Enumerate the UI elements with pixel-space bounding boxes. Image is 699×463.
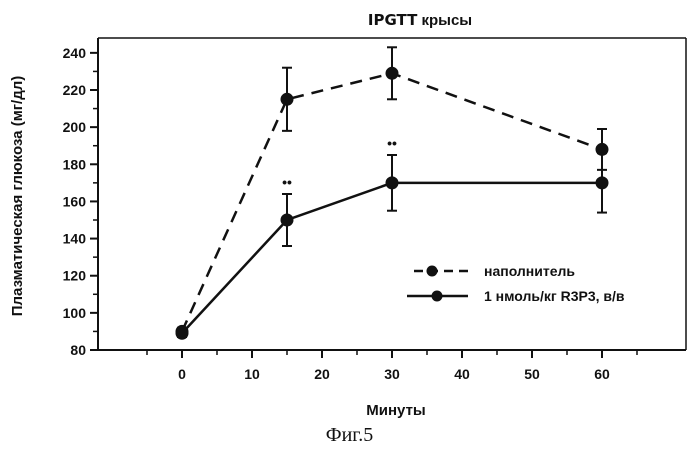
data-point (386, 176, 399, 189)
x-tick-label: 30 (384, 366, 400, 382)
data-point (281, 93, 294, 106)
legend-item-vehicle: наполнитель (414, 263, 575, 279)
y-axis-title: Плазматическая глюкоза (мг/дл) (9, 76, 26, 317)
significance-marker: •• (282, 174, 292, 190)
chart-title-bold: IPGTT (368, 11, 418, 29)
legend-label-vehicle: наполнитель (484, 263, 575, 279)
y-tick-label: 100 (63, 305, 87, 321)
x-tick-label: 0 (178, 366, 186, 382)
legend-marker-vehicle (427, 266, 438, 277)
legend-marker-r3p3 (432, 291, 443, 302)
ipgtt-chart: IPGTT крысы 80100120140160180200220240 0… (0, 0, 699, 423)
chart-title-rest: крысы (417, 12, 472, 29)
y-tick-label: 220 (63, 82, 87, 98)
data-point (386, 67, 399, 80)
y-tick-label: 120 (63, 268, 87, 284)
significance-markers: •• •• (282, 135, 397, 190)
y-tick-label: 160 (63, 193, 87, 209)
x-tick-label: 20 (314, 366, 330, 382)
y-tick-label: 140 (63, 231, 87, 247)
x-tick-label: 40 (454, 366, 470, 382)
legend-item-r3p3: 1 нмоль/кг R3P3, в/в (407, 288, 625, 304)
y-tick-label: 200 (63, 119, 87, 135)
significance-marker: •• (387, 135, 397, 151)
legend-label-r3p3: 1 нмоль/кг R3P3, в/в (484, 288, 625, 304)
x-tick-label: 50 (524, 366, 540, 382)
x-axis-title: Минуты (366, 402, 425, 419)
y-tick-label: 180 (63, 156, 87, 172)
legend: наполнитель 1 нмоль/кг R3P3, в/в (407, 263, 625, 304)
x-ticks: 0 10 20 30 40 50 60 (147, 350, 637, 382)
data-point (281, 214, 294, 227)
y-tick-label: 80 (70, 342, 86, 358)
chart-title: IPGTT крысы (368, 11, 472, 29)
data-point (596, 176, 609, 189)
series-1 (176, 153, 609, 340)
x-tick-label: 60 (594, 366, 610, 382)
figure-caption: Фиг.5 (0, 424, 699, 447)
y-ticks: 80 100 120 140 160 180 200 220 240 (63, 45, 98, 358)
data-point (176, 327, 189, 340)
x-tick-label: 10 (244, 366, 260, 382)
y-tick-label: 240 (63, 45, 87, 61)
